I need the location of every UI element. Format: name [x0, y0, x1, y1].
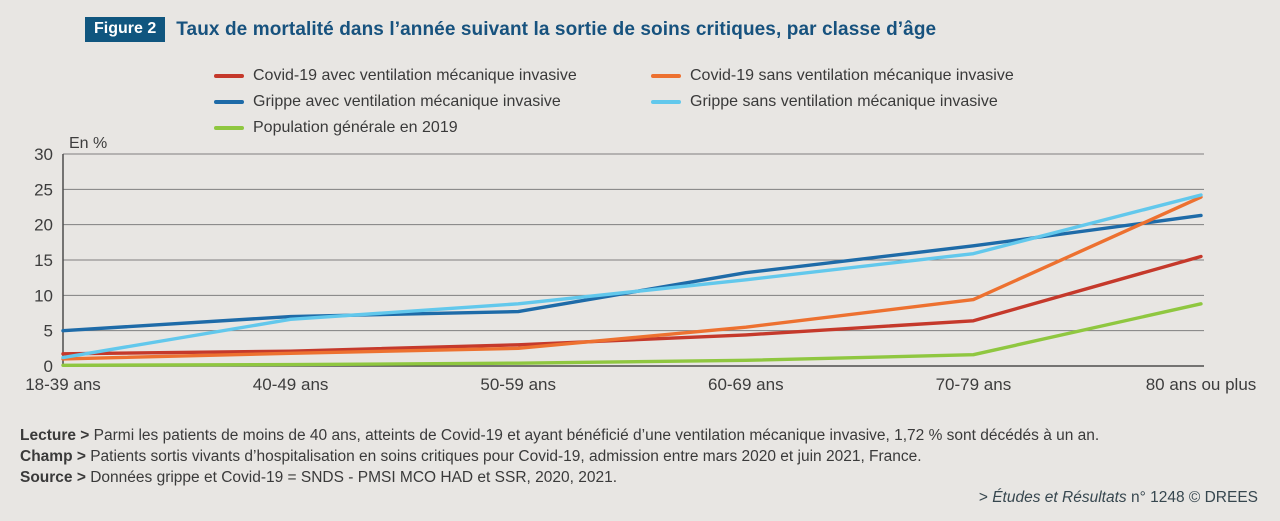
- legend-label: Grippe avec ventilation mécanique invasi…: [253, 92, 561, 110]
- note-source-label: Source >: [20, 469, 86, 486]
- x-tick-label: 50-59 ans: [480, 375, 556, 394]
- note-champ: Champ > Patients sortis vivants d’hospit…: [20, 446, 1099, 467]
- note-champ-label: Champ >: [20, 448, 86, 465]
- chart-legend: Covid-19 avec ventilation mécanique inva…: [214, 66, 1014, 137]
- y-tick-label: 15: [34, 251, 53, 270]
- y-tick-label: 20: [34, 216, 53, 235]
- note-source: Source > Données grippe et Covid-19 = SN…: [20, 467, 1099, 488]
- x-tick-label: 80 ans ou plus: [1146, 375, 1257, 394]
- legend-swatch-icon: [651, 73, 681, 78]
- y-tick-label: 0: [44, 357, 53, 376]
- note-source-text: Données grippe et Covid-19 = SNDS - PMSI…: [90, 469, 618, 486]
- legend-swatch-icon: [651, 99, 681, 104]
- note-lecture: Lecture > Parmi les patients de moins de…: [20, 425, 1099, 446]
- figure-badge: Figure 2: [85, 17, 166, 42]
- y-tick-label: 25: [34, 180, 53, 199]
- legend-swatch-icon: [214, 99, 244, 104]
- legend-swatch-icon: [214, 125, 244, 130]
- legend-item-4: Population générale en 2019: [214, 118, 651, 137]
- figure-title: Taux de mortalité dans l’année suivant l…: [176, 18, 937, 40]
- x-tick-label: 70-79 ans: [936, 375, 1012, 394]
- attribution-prefix: >: [978, 489, 988, 506]
- figure-header: Figure 2 Taux de mortalité dans l’année …: [85, 17, 936, 42]
- y-tick-label: 5: [44, 322, 53, 341]
- series-line-0: [61, 254, 1203, 356]
- attribution: > Études et Résultats n° 1248 © DREES: [979, 489, 1258, 507]
- legend-swatch-icon: [214, 73, 244, 78]
- x-tick-label: 60-69 ans: [708, 375, 784, 394]
- figure-notes: Lecture > Parmi les patients de moins de…: [20, 425, 1099, 488]
- y-axis-unit-label: En %: [69, 135, 107, 152]
- y-tick-label: 30: [34, 145, 53, 164]
- attribution-serial: Études et Résultats: [992, 489, 1127, 506]
- series-line-3: [61, 193, 1203, 360]
- legend-item-2: Grippe avec ventilation mécanique invasi…: [214, 92, 651, 111]
- note-champ-text: Patients sortis vivants d’hospitalisatio…: [90, 448, 922, 465]
- note-lecture-text: Parmi les patients de moins de 40 ans, a…: [93, 427, 1100, 444]
- x-tick-label: 40-49 ans: [253, 375, 329, 394]
- legend-item-1: Covid-19 sans ventilation mécanique inva…: [651, 66, 1014, 85]
- series-line-4: [61, 302, 1203, 367]
- legend-item-3: Grippe sans ventilation mécanique invasi…: [651, 92, 1014, 111]
- series-line-1: [61, 195, 1203, 361]
- y-tick-label: 10: [34, 286, 53, 305]
- legend-label: Covid-19 avec ventilation mécanique inva…: [253, 66, 577, 84]
- legend-label: Grippe sans ventilation mécanique invasi…: [690, 92, 998, 110]
- legend-label: Population générale en 2019: [253, 118, 458, 136]
- legend-item-0: Covid-19 avec ventilation mécanique inva…: [214, 66, 651, 85]
- note-lecture-label: Lecture >: [20, 427, 90, 444]
- legend-label: Covid-19 sans ventilation mécanique inva…: [690, 66, 1014, 84]
- x-tick-label: 18-39 ans: [25, 375, 101, 394]
- attribution-rest: n° 1248 © DREES: [1130, 489, 1258, 506]
